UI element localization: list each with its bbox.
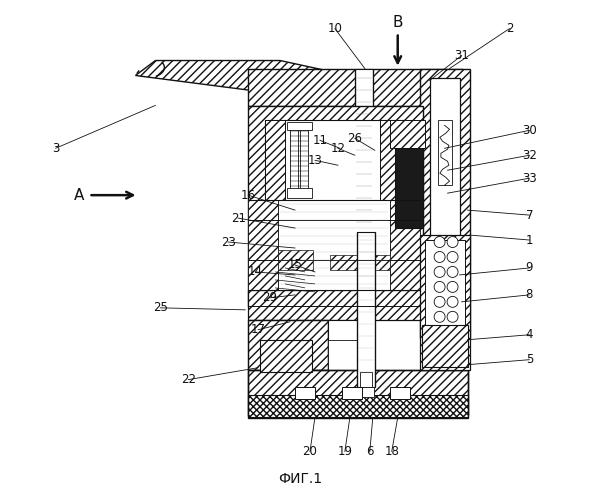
Text: 8: 8 (526, 288, 533, 302)
Text: 15: 15 (288, 258, 302, 272)
Text: 23: 23 (221, 236, 235, 248)
Bar (390, 200, 420, 290)
Text: 17: 17 (250, 324, 266, 336)
Bar (300, 128, 308, 193)
Text: 33: 33 (522, 172, 537, 184)
Text: 3: 3 (52, 142, 60, 155)
Bar (248, 370, 467, 414)
Bar (248, 394, 467, 416)
Text: 11: 11 (312, 134, 327, 147)
Text: 4: 4 (526, 328, 533, 342)
Circle shape (447, 236, 458, 248)
Bar (248, 290, 423, 320)
Bar (328, 320, 372, 370)
Text: 5: 5 (526, 353, 533, 366)
Bar (380, 120, 415, 200)
Circle shape (434, 312, 445, 322)
Text: 1: 1 (526, 234, 533, 246)
Text: B: B (393, 15, 403, 30)
Bar (278, 200, 390, 290)
Bar (342, 386, 362, 398)
Bar (420, 68, 470, 338)
Bar (248, 320, 328, 370)
Text: 12: 12 (330, 142, 346, 155)
Text: 13: 13 (308, 154, 322, 167)
Text: 30: 30 (522, 124, 537, 137)
Bar (355, 68, 372, 106)
Bar (295, 386, 315, 398)
Text: 20: 20 (303, 445, 318, 458)
Bar (424, 240, 464, 364)
Bar (421, 325, 467, 366)
Bar (390, 386, 409, 398)
Bar (420, 235, 470, 370)
Circle shape (447, 296, 458, 308)
Text: 2: 2 (505, 22, 513, 35)
Bar (355, 68, 372, 233)
Circle shape (434, 296, 445, 308)
Text: 22: 22 (181, 373, 196, 386)
Text: 10: 10 (327, 22, 342, 35)
Circle shape (434, 236, 445, 248)
Bar (248, 68, 462, 106)
Circle shape (434, 252, 445, 262)
Text: 16: 16 (241, 188, 256, 202)
Text: 26: 26 (347, 132, 362, 145)
Bar (358, 386, 374, 396)
Bar (248, 370, 467, 418)
Bar (432, 235, 461, 325)
Bar (260, 340, 312, 372)
Text: 6: 6 (366, 445, 374, 458)
Bar (248, 200, 278, 290)
Circle shape (434, 266, 445, 278)
Bar (357, 232, 375, 386)
Text: 29: 29 (263, 292, 278, 304)
Circle shape (447, 282, 458, 292)
Circle shape (447, 266, 458, 278)
Bar (360, 372, 372, 386)
Bar (437, 120, 452, 185)
Circle shape (447, 252, 458, 262)
Circle shape (447, 312, 458, 322)
Bar (248, 320, 328, 370)
Text: 21: 21 (231, 212, 246, 224)
Bar (330, 255, 390, 270)
Text: 9: 9 (526, 262, 533, 274)
Bar (395, 148, 423, 228)
Bar (430, 78, 460, 328)
Bar (287, 122, 312, 130)
Text: A: A (73, 188, 84, 202)
Text: 19: 19 (337, 445, 352, 458)
Circle shape (434, 282, 445, 292)
Bar (265, 120, 405, 295)
Text: 7: 7 (526, 208, 533, 222)
Bar (328, 340, 372, 370)
Bar (248, 106, 423, 306)
Bar (390, 120, 424, 148)
Polygon shape (135, 60, 464, 116)
Bar (290, 128, 298, 193)
Text: 25: 25 (153, 302, 168, 314)
Text: 31: 31 (454, 49, 469, 62)
Text: 32: 32 (522, 149, 537, 162)
Text: 14: 14 (247, 266, 263, 278)
Text: 18: 18 (384, 445, 399, 458)
Bar (278, 250, 313, 270)
Text: ФИГ.1: ФИГ.1 (278, 472, 322, 486)
Bar (287, 188, 312, 198)
Bar (265, 120, 285, 200)
